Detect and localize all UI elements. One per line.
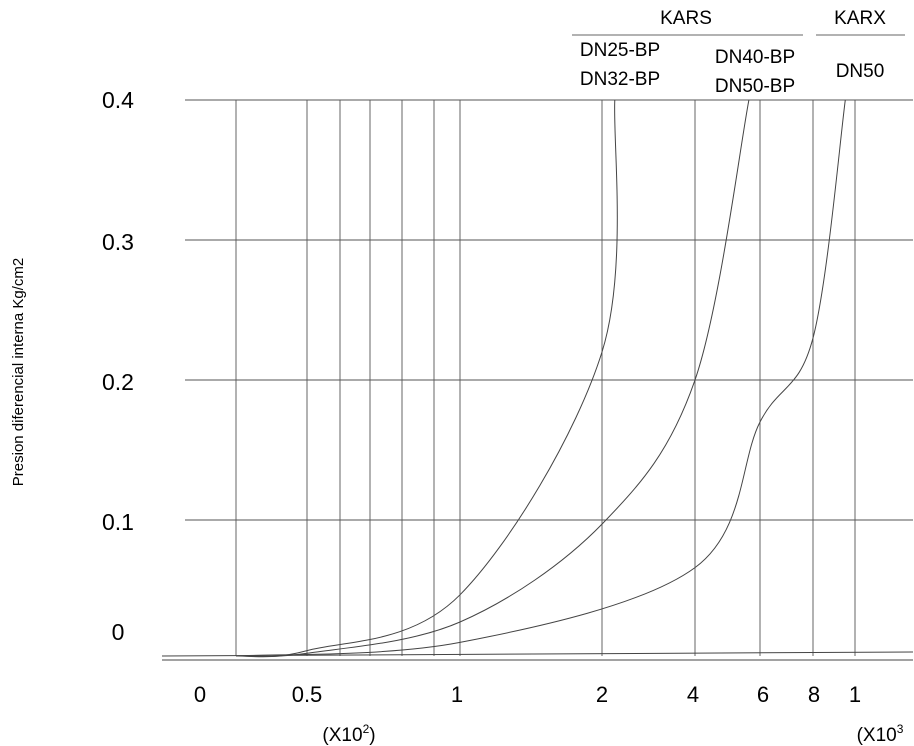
group-header: KARX <box>834 8 886 29</box>
series-curve-2 <box>235 99 750 658</box>
group-header: KARS <box>660 8 712 29</box>
y-tick-label: 0.3 <box>102 229 134 255</box>
series-curve-3 <box>235 99 846 657</box>
series-label: DN50-BP <box>715 76 795 97</box>
chart-texts: 0 0.1 0.2 0.3 0.4 0 0.5 1 2 4 6 8 1 (X102) (X103 Presio… <box>10 8 904 746</box>
x-tick-label: 0 <box>194 682 206 707</box>
x-tick-label: 6 <box>757 682 769 707</box>
series-label: DN50 <box>836 61 885 82</box>
x-unit-label: (X102) <box>322 722 375 746</box>
series-curve-1 <box>235 99 618 658</box>
x-tick-label: 1 <box>849 682 861 707</box>
x-tick-label: 1 <box>451 682 463 707</box>
chart-grid <box>161 34 914 661</box>
y-tick-label: 0 <box>112 619 125 645</box>
x-tick-label: 4 <box>687 682 699 707</box>
y-tick-label: 0.4 <box>102 87 134 113</box>
x-tick-label: 8 <box>808 682 820 707</box>
y-tick-label: 0.1 <box>102 509 134 535</box>
x-tick-label: 2 <box>596 682 608 707</box>
x-unit-label: (X103 <box>857 722 904 746</box>
y-axis-title: Presion diferencial interna Kg/cm2 <box>10 258 27 486</box>
x-tick-label: 0.5 <box>292 682 323 707</box>
y-tick-label: 0.2 <box>102 369 134 395</box>
series-label: DN32-BP <box>580 69 660 90</box>
series-label: DN40-BP <box>715 47 795 68</box>
series-label: DN25-BP <box>580 40 660 61</box>
chart-curves <box>235 99 846 658</box>
